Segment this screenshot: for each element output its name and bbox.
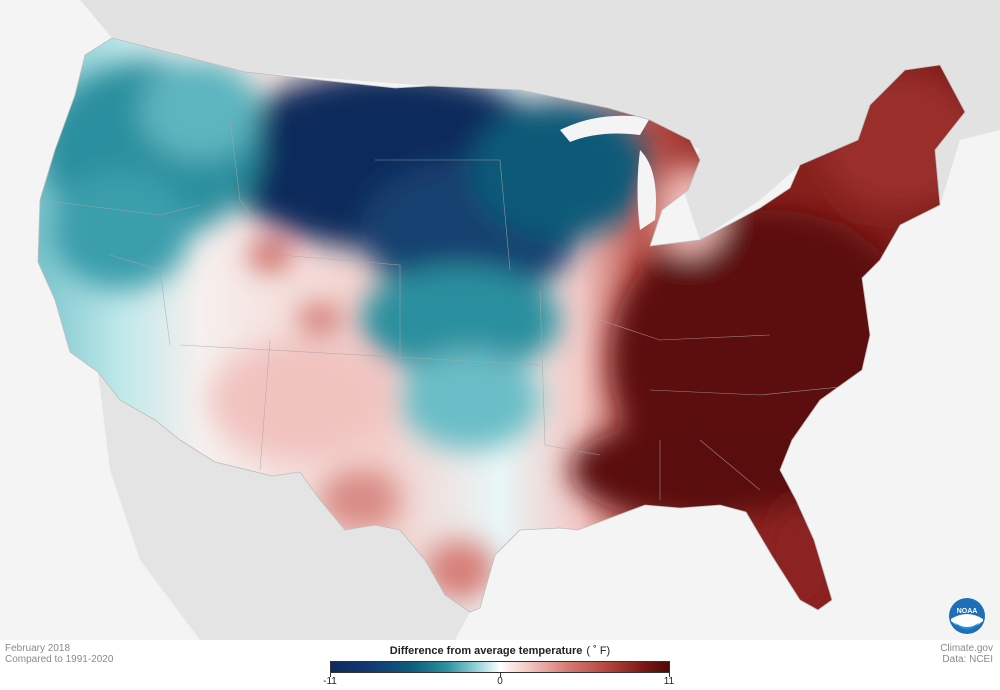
legend-color-bar [330, 661, 670, 673]
canada-landmass [60, 0, 1000, 240]
legend-title: Difference from average temperature( ˚ F… [330, 645, 670, 657]
us-outline [37, 37, 966, 613]
noaa-logo: NOAA [948, 597, 986, 635]
baseline-label: Compared to 1991-2020 [5, 654, 114, 665]
map-area [37, 0, 1000, 640]
legend-title-text: Difference from average temperature [389, 645, 583, 657]
publisher-label: Climate.gov [940, 643, 993, 654]
svg-text:NOAA: NOAA [957, 608, 978, 615]
period-label: February 2018 [5, 643, 71, 654]
anomaly-field [38, 38, 965, 612]
date-caption: February 2018 Compared to 1991-2020 [5, 643, 113, 665]
temperature-anomaly-map [37, 0, 1000, 640]
mexico-landmass [98, 372, 470, 640]
legend-tick-mid [500, 673, 501, 677]
noaa-emblem-icon: NOAA [949, 598, 985, 634]
legend-tick-min [330, 673, 331, 677]
legend-max-label: 11 [663, 676, 675, 687]
data-source-label: Data: NCEI [942, 654, 993, 665]
legend-unit: ( ˚ F) [586, 645, 611, 657]
legend-min-label: -11 [323, 676, 337, 687]
legend-mid-label: 0 [497, 676, 503, 687]
footer: February 2018 Compared to 1991-2020 Diff… [0, 640, 1000, 690]
source-caption: Climate.gov Data: NCEI [940, 643, 993, 665]
legend-tick-max [669, 673, 670, 677]
